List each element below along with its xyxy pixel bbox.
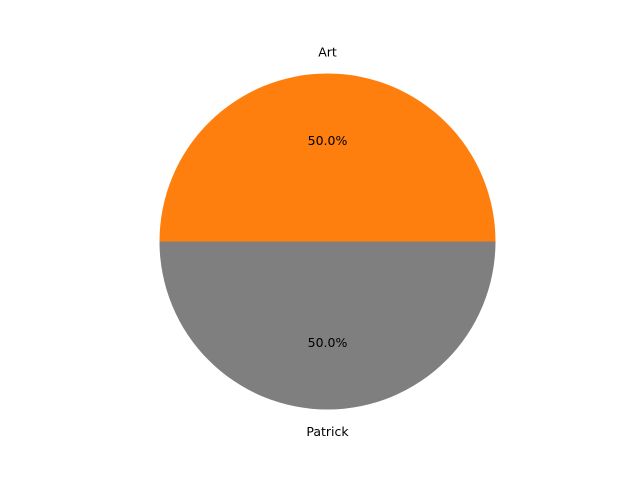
pie-slices [159, 73, 496, 410]
percent-label-art: 50.0% [308, 133, 348, 148]
percent-label-patrick: 50.0% [308, 335, 348, 350]
pie-slice-art [159, 73, 496, 242]
pie-labels: Art 50.0% Patrick 50.0% [306, 45, 349, 439]
slice-label-patrick: Patrick [306, 424, 349, 439]
pie-slice-patrick [159, 241, 496, 410]
slice-label-art: Art [318, 45, 337, 60]
